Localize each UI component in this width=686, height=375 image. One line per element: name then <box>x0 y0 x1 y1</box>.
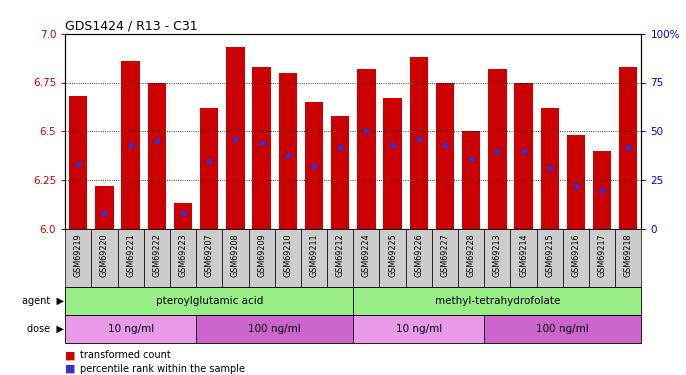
Bar <box>619 67 637 229</box>
Bar <box>436 82 454 229</box>
Text: GSM69215: GSM69215 <box>545 233 554 277</box>
Bar <box>353 315 484 343</box>
Bar <box>170 229 196 287</box>
Bar <box>593 151 611 229</box>
Bar <box>121 61 140 229</box>
Bar <box>567 135 585 229</box>
Bar <box>327 229 353 287</box>
Text: percentile rank within the sample: percentile rank within the sample <box>80 364 246 374</box>
Bar <box>484 315 641 343</box>
Bar <box>65 287 353 315</box>
Bar <box>331 116 349 229</box>
Bar <box>95 186 114 229</box>
Bar <box>301 229 327 287</box>
Bar <box>200 108 218 229</box>
Text: GSM69212: GSM69212 <box>335 233 344 277</box>
Bar <box>514 82 533 229</box>
Text: GSM69214: GSM69214 <box>519 233 528 277</box>
Bar <box>305 102 323 229</box>
Text: GSM69211: GSM69211 <box>309 233 318 277</box>
Bar <box>279 73 297 229</box>
Text: GSM69226: GSM69226 <box>414 233 423 277</box>
Bar <box>405 229 432 287</box>
Text: GSM69225: GSM69225 <box>388 233 397 277</box>
Text: GSM69227: GSM69227 <box>440 233 449 277</box>
Bar <box>69 96 87 229</box>
Bar <box>353 287 641 315</box>
Bar <box>484 229 510 287</box>
Bar <box>510 229 536 287</box>
Text: GSM69208: GSM69208 <box>231 233 240 277</box>
Bar <box>462 131 480 229</box>
Text: dose  ▶: dose ▶ <box>27 324 64 334</box>
Text: GSM69218: GSM69218 <box>624 233 632 277</box>
Text: methyl-tetrahydrofolate: methyl-tetrahydrofolate <box>435 296 560 306</box>
Text: GSM69213: GSM69213 <box>493 233 502 277</box>
Bar <box>65 229 91 287</box>
Text: 100 ng/ml: 100 ng/ml <box>536 324 589 334</box>
Bar <box>541 108 559 229</box>
Text: transformed count: transformed count <box>80 351 171 360</box>
Text: GDS1424 / R13 - C31: GDS1424 / R13 - C31 <box>65 20 198 33</box>
Text: GSM69209: GSM69209 <box>257 233 266 277</box>
Text: 10 ng/ml: 10 ng/ml <box>396 324 442 334</box>
Bar <box>353 229 379 287</box>
Text: GSM69207: GSM69207 <box>204 233 214 277</box>
Text: GSM69228: GSM69228 <box>466 233 475 277</box>
Text: GSM69222: GSM69222 <box>152 233 161 277</box>
Bar <box>274 229 301 287</box>
Text: ■: ■ <box>65 351 75 360</box>
Text: agent  ▶: agent ▶ <box>22 296 64 306</box>
Text: GSM69223: GSM69223 <box>178 233 187 277</box>
Text: GSM69224: GSM69224 <box>362 233 371 277</box>
Bar <box>357 69 375 229</box>
Bar <box>196 315 353 343</box>
Bar <box>536 229 563 287</box>
Text: GSM69220: GSM69220 <box>100 233 109 277</box>
Text: 100 ng/ml: 100 ng/ml <box>248 324 301 334</box>
Bar <box>563 229 589 287</box>
Bar <box>615 229 641 287</box>
Text: GSM69210: GSM69210 <box>283 233 292 277</box>
Bar <box>252 67 271 229</box>
Text: GSM69221: GSM69221 <box>126 233 135 277</box>
Bar <box>488 69 506 229</box>
Bar <box>174 203 192 229</box>
Text: 10 ng/ml: 10 ng/ml <box>108 324 154 334</box>
Bar <box>226 47 245 229</box>
Text: GSM69217: GSM69217 <box>598 233 606 277</box>
Text: ■: ■ <box>65 364 75 374</box>
Bar <box>432 229 458 287</box>
Bar <box>458 229 484 287</box>
Text: pteroylglutamic acid: pteroylglutamic acid <box>156 296 263 306</box>
Bar <box>144 229 170 287</box>
Bar <box>222 229 248 287</box>
Bar <box>410 57 428 229</box>
Bar <box>65 315 196 343</box>
Bar <box>117 229 144 287</box>
Bar <box>379 229 405 287</box>
Bar <box>196 229 222 287</box>
Text: GSM69219: GSM69219 <box>74 233 83 277</box>
Text: GSM69216: GSM69216 <box>571 233 580 277</box>
Bar <box>248 229 274 287</box>
Bar <box>91 229 117 287</box>
Bar <box>383 98 402 229</box>
Bar <box>147 82 166 229</box>
Bar <box>589 229 615 287</box>
